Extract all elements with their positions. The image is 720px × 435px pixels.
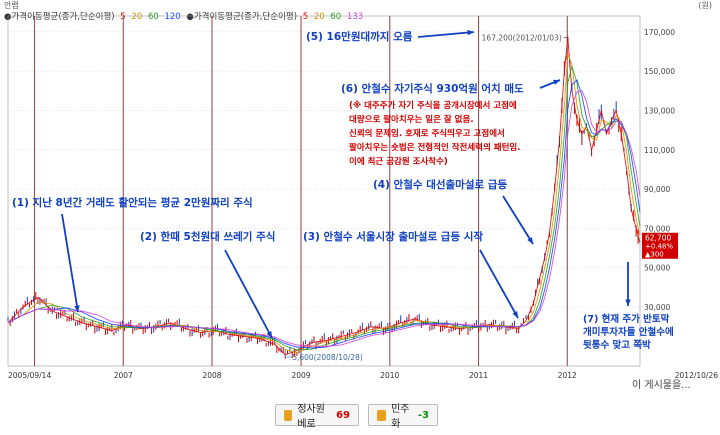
- current-change-abs: ▲300: [645, 251, 664, 259]
- stock-name: 안랩: [4, 1, 19, 10]
- x-tick-label: 2011: [469, 371, 488, 380]
- x-tick-label: 2008: [202, 371, 221, 380]
- annotation-3-arrow-head: [512, 311, 518, 318]
- annotation-6-note: 대량으로 팔아치우는 일은 잘 없음.: [349, 114, 474, 125]
- annotation-7: (7) 현재 주가 반토막: [583, 313, 670, 325]
- annotation-6-note: (※ 대주주가 자기 주식을 공개시장에서 고점에: [349, 100, 517, 111]
- x-tick-label: 2012: [558, 371, 577, 380]
- annotation-5: (5) 16만원대까지 오름: [306, 30, 413, 43]
- y-tick-label: 170,000: [644, 28, 675, 37]
- annotation-4-arrow-head: [527, 237, 533, 244]
- annotation-6-note: 이에 최근 금감원 조사착수): [349, 156, 448, 167]
- current-change-pct: +0.48%: [645, 243, 673, 251]
- y-tick-label: 30,000: [644, 303, 670, 312]
- plot-frame: [7, 15, 641, 367]
- legend-1-p3: 120: [164, 12, 181, 22]
- legend-1-p1: 20: [131, 12, 143, 22]
- low-marker-tick: [284, 348, 292, 358]
- chart-canvas: 30,000 50,000 70,000 90,000 110,000 130,000 15…: [7, 15, 718, 380]
- annotation-5-arrow: [417, 31, 475, 38]
- downvote-count: -3: [417, 409, 429, 421]
- legend-2-p0: 5: [302, 12, 309, 22]
- annotation-1-arrow-head: [74, 305, 80, 312]
- upvote-count: 69: [336, 409, 350, 421]
- annotation-6-arrow-head: [553, 79, 560, 85]
- annotation-7: 개미투자자들 안철수에: [583, 326, 674, 338]
- legend-1-p2: 60: [147, 12, 159, 22]
- annotation-2-arrow: [224, 249, 273, 339]
- x-tick-label: 2005/09/14: [8, 371, 51, 380]
- annotation-1-arrow: [61, 213, 79, 313]
- y-tick-label: 110,000: [644, 146, 675, 155]
- stock-chart: 안랩 (원) ●가격이동평균(종가,단순이평) 5 20 60 120 ●가격이…: [4, 1, 718, 380]
- legend-2-label: ●가격이동평균(종가,단순이평): [186, 12, 298, 22]
- y-tick-label: 130,000: [644, 106, 675, 115]
- annotation-1: (1) 지난 8년간 거래도 활안되는 평균 2만원짜리 주식: [12, 196, 253, 209]
- y-tick-label: 70,000: [644, 224, 670, 233]
- thumb-up-icon: [284, 409, 293, 421]
- x-tick-label: 2009: [291, 371, 310, 380]
- y-tick-label: 150,000: [644, 67, 675, 76]
- more-link[interactable]: 이 게시물을...: [632, 380, 691, 391]
- legend-1-label: ●가격이동평균(종가,단순이평): [4, 12, 115, 22]
- x-tick-label: 2007: [114, 371, 133, 380]
- upvote-button[interactable]: 정사원베로 69: [275, 404, 359, 430]
- x-tick-label: 2010: [380, 371, 399, 380]
- ma-line-ma133: [7, 90, 641, 347]
- annotation-2-arrow-head: [266, 331, 272, 338]
- annotation-2: (2) 한때 5천원대 쓰레기 주식: [140, 230, 275, 243]
- x-tick-label: 2012/10/26: [675, 371, 718, 380]
- annotation-6-note: 신뢰의 문제임. 호재로 주식띄우고 고점에서: [349, 128, 505, 139]
- legend-2-p2: 60: [330, 12, 342, 22]
- current-price-label: 62,700: [645, 234, 671, 243]
- unit-label: (원): [698, 1, 712, 10]
- downvote-button[interactable]: 민주화 -3: [368, 404, 438, 430]
- y-tick-label: 50,000: [644, 264, 670, 273]
- legend-2-p3: 133: [346, 12, 364, 22]
- legend-2-p1: 20: [313, 12, 325, 22]
- thumb-down-icon: [377, 409, 387, 421]
- low-marker-label: 5,600(2008/10/28): [292, 353, 363, 362]
- annotation-6-note: 팔아치우는 숏법은 전형적인 작전세력의 패턴임.: [349, 142, 520, 153]
- y-tick-label: 90,000: [644, 185, 670, 194]
- upvote-label: 정사원베로: [297, 404, 325, 430]
- annotation-5-arrow-head: [467, 29, 474, 36]
- ma-line-ma120: [7, 79, 641, 349]
- annotation-7-arrow-head: [625, 299, 631, 306]
- high-marker-label: 167,200(2012/01/03): [482, 33, 562, 42]
- current-price-box: [642, 232, 678, 259]
- annotation-6: (6) 안철수 자기주식 930억원 어치 매도: [341, 82, 524, 95]
- annotation-4-arrow: [502, 195, 534, 245]
- downvote-label: 민주화: [391, 404, 410, 430]
- annotation-7: 뒷통수 맞고 쪽박: [583, 339, 651, 351]
- annotation-3-arrow: [479, 249, 519, 319]
- annotation-3: (3) 안철수 서울시장 출마설로 급등 시작: [303, 230, 483, 243]
- annotation-4: (4) 안철수 대선출마설로 급등: [373, 178, 507, 191]
